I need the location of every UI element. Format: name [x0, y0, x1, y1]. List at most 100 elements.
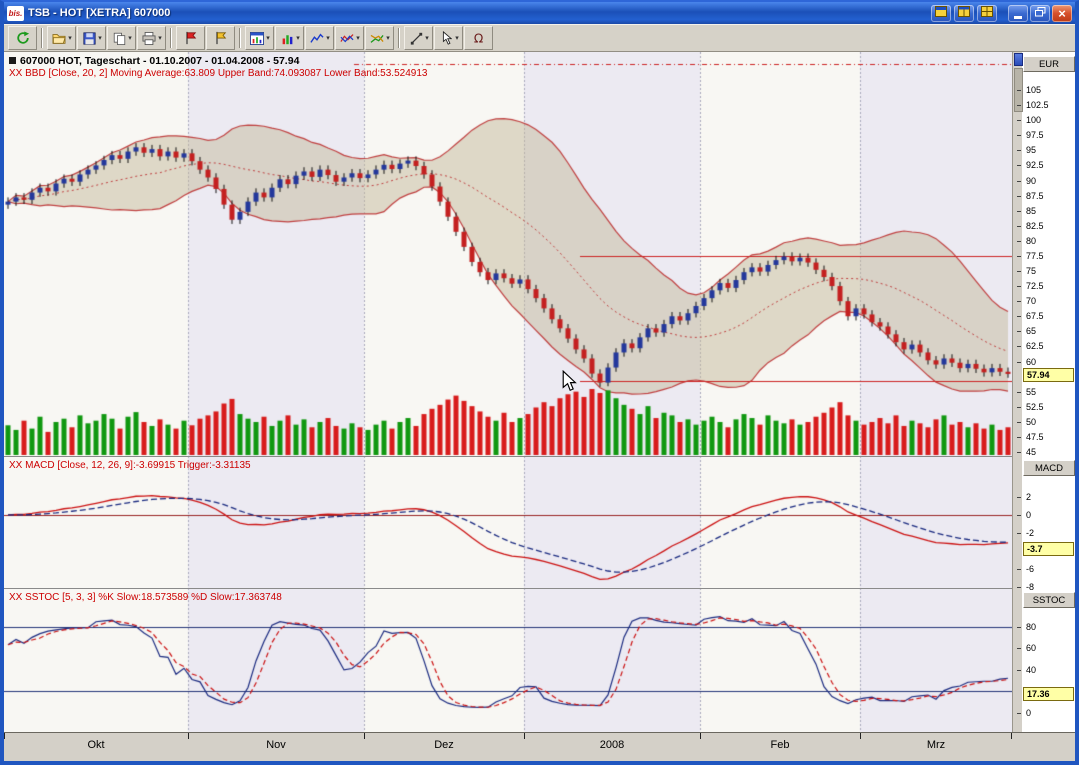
scrollbar-top-button[interactable]: [1014, 53, 1023, 66]
dropdown-arrow-icon: ▾: [425, 35, 429, 42]
price-axis-tick: [1017, 286, 1021, 288]
month-label: Dez: [434, 739, 454, 751]
pointer-button[interactable]: ▾: [434, 26, 463, 50]
grid-layout-icon: [981, 4, 993, 22]
price-axis-tick-label: 87.5: [1026, 190, 1044, 201]
macd-indicator-label: XX MACD [Close, 12, 26, 9]:-3.69915 Trig…: [9, 460, 251, 471]
macd-unit-button[interactable]: MACD: [1023, 460, 1075, 476]
macd-axis-tick-label: -6: [1026, 564, 1035, 574]
price-axis-tick: [1017, 452, 1021, 453]
save-button[interactable]: ▾: [77, 26, 106, 50]
chart-type-button[interactable]: ▾: [305, 26, 334, 50]
month-tick: [4, 733, 5, 739]
price-axis-tick-label: 60: [1026, 356, 1037, 367]
dropdown-arrow-icon: ▾: [158, 35, 162, 42]
price-axis-tick-label: 67.5: [1026, 311, 1044, 322]
titlebar[interactable]: bis. TSB - HOT [XETRA] 607000 ×: [4, 2, 1075, 24]
compare-button[interactable]: ▾: [365, 26, 394, 50]
price-axis-tick-label: 75: [1026, 266, 1037, 276]
month-tick: [860, 733, 861, 739]
price-axis-tick: [1017, 180, 1021, 182]
stoch-axis-tick-label: 40: [1026, 664, 1037, 675]
print-button[interactable]: ▾: [137, 26, 166, 50]
mouse-cursor: [562, 370, 577, 392]
print-icon: [141, 30, 157, 46]
macd-axis-tick-label: -8: [1026, 582, 1035, 592]
open-button[interactable]: ▾: [47, 26, 76, 50]
price-axis-tick: [1017, 271, 1021, 272]
month-tick: [524, 733, 525, 739]
chart-window-icon: [249, 30, 265, 46]
time-axis: Okt Nov Dez 2008 Feb Mrz: [4, 732, 1075, 761]
stoch-unit-button[interactable]: SSTOC: [1023, 592, 1075, 608]
chart-title-text: 607000 HOT, Tageschart - 01.10.2007 - 01…: [20, 55, 300, 67]
svg-text:Ω: Ω: [474, 31, 483, 45]
price-axis-tick-label: 100: [1026, 115, 1042, 126]
open-icon: [51, 30, 67, 46]
instrument-marker-icon: [9, 57, 16, 64]
price-axis-tick-label: 82.5: [1026, 220, 1044, 231]
price-axis-tick-label: 52.5: [1026, 401, 1044, 412]
price-axis-column: [1022, 52, 1075, 732]
overlay-button[interactable]: ▾: [335, 26, 364, 50]
refresh-button[interactable]: [8, 26, 37, 50]
layout-button-1[interactable]: [931, 4, 951, 22]
price-axis-tick-label: 70: [1026, 296, 1037, 307]
month-label: Nov: [266, 739, 286, 751]
layout-button-2[interactable]: [954, 4, 974, 22]
price-axis-tick: [1017, 135, 1021, 137]
price-axis-tick: [1017, 421, 1021, 423]
overlay-icon: [339, 30, 355, 46]
bbd-indicator-label: XX BBD [Close, 20, 2] Moving Average:63.…: [9, 68, 428, 79]
dropdown-arrow-icon: ▾: [455, 35, 459, 42]
price-axis-tick: [1017, 195, 1021, 197]
dropdown-arrow-icon: ▾: [98, 35, 102, 42]
stoch-axis-tick: [1017, 669, 1021, 671]
save-icon: [81, 30, 97, 46]
price-axis-tick-label: 90: [1026, 175, 1037, 186]
titlebar-buttons: ×: [931, 4, 1072, 22]
macd-axis-tick-label: 0: [1026, 510, 1032, 520]
flag-yellow-button[interactable]: [206, 26, 235, 50]
omega-button[interactable]: Ω: [464, 26, 493, 50]
flag-red-button[interactable]: [176, 26, 205, 50]
price-axis-tick: [1017, 301, 1021, 303]
price-axis-tick: [1017, 361, 1021, 363]
chart-canvas[interactable]: [4, 52, 1012, 761]
stoch-value-badge: 17.36: [1023, 686, 1074, 701]
split-layout-icon: [958, 4, 970, 22]
price-axis-tick: [1017, 316, 1021, 318]
price-axis-tick: [1017, 210, 1021, 212]
chart-window-button[interactable]: ▾: [245, 26, 274, 50]
price-axis-tick: [1017, 150, 1021, 152]
close-button[interactable]: ×: [1052, 4, 1072, 22]
price-axis-tick-label: 105: [1026, 85, 1042, 95]
price-axis-tick: [1017, 90, 1021, 91]
window-title: TSB - HOT [XETRA] 607000: [28, 7, 171, 19]
macd-axis-tick: [1017, 515, 1021, 516]
price-axis-tick-label: 92.5: [1026, 160, 1044, 171]
chart-title-line: 607000 HOT, Tageschart - 01.10.2007 - 01…: [9, 55, 299, 67]
toolbar: ▾ ▾ ▾ ▾ ▾ ▾ ▾ ▾ ▾ ▾ ▾ Ω: [4, 24, 1075, 52]
price-axis-tick-label: 102.5: [1026, 100, 1049, 111]
close-icon: ×: [1058, 5, 1066, 21]
indicators-button[interactable]: ▾: [275, 26, 304, 50]
price-axis-tick-label: 65: [1026, 326, 1037, 337]
price-axis-tick: [1017, 406, 1021, 408]
price-axis-tick: [1017, 436, 1021, 438]
omega-icon: Ω: [471, 30, 487, 46]
draw-line-icon: [408, 30, 424, 46]
price-axis-tick-label: 80: [1026, 235, 1037, 246]
layout-button-3[interactable]: [977, 4, 997, 22]
copy-icon: [111, 30, 127, 46]
copy-button[interactable]: ▾: [107, 26, 136, 50]
sstoc-indicator-label: XX SSTOC [5, 3, 3] %K Slow:18.573589 %D …: [9, 592, 282, 603]
price-axis-tick-label: 50: [1026, 416, 1037, 427]
price-unit-button[interactable]: EUR: [1023, 56, 1075, 72]
minimize-button[interactable]: [1008, 4, 1028, 22]
macd-axis-tick-label: -2: [1026, 528, 1035, 538]
draw-line-button[interactable]: ▾: [404, 26, 433, 50]
price-axis-tick-label: 45: [1026, 447, 1037, 457]
restore-button[interactable]: [1030, 4, 1050, 22]
